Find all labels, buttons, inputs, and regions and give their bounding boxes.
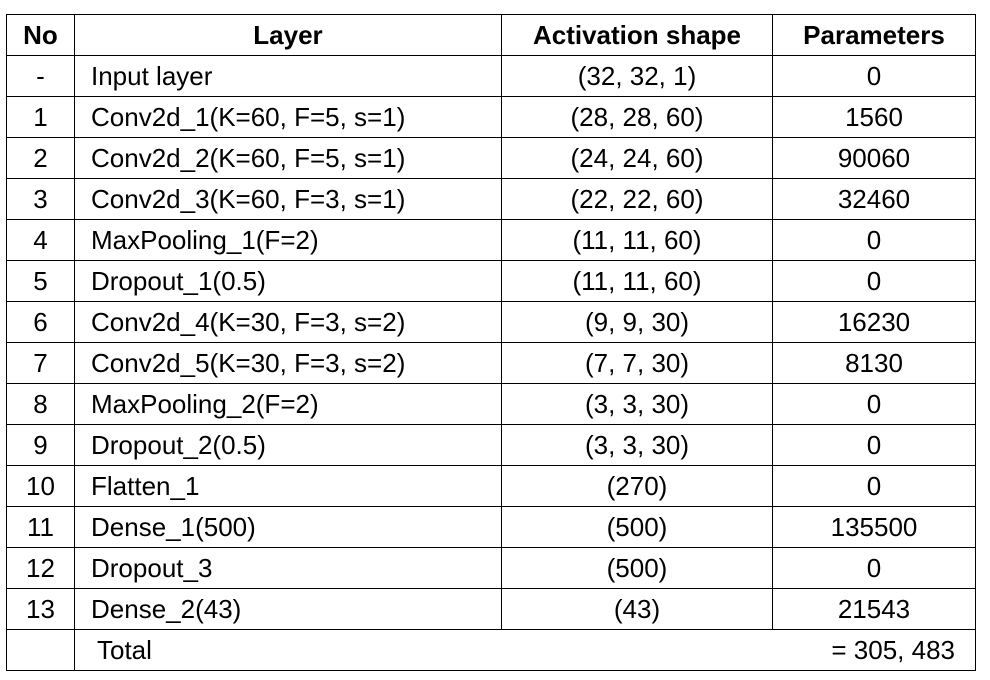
cell-activation-shape: (3, 3, 30) xyxy=(501,424,773,466)
cell-activation-shape: (270) xyxy=(501,465,773,507)
cell-no: - xyxy=(6,55,75,97)
cell-layer: Dropout_1(0.5) xyxy=(74,260,502,302)
table-row: 10 Flatten_1 (270) 0 xyxy=(6,465,976,507)
table-row: 9 Dropout_2(0.5) (3, 3, 30) 0 xyxy=(6,424,976,466)
cell-no: 2 xyxy=(6,137,75,179)
cell-layer: MaxPooling_2(F=2) xyxy=(74,383,502,425)
cell-activation-shape: (500) xyxy=(501,547,773,589)
table-row: 1 Conv2d_1(K=60, F=5, s=1) (28, 28, 60) 156… xyxy=(6,96,976,138)
cell-layer: Flatten_1 xyxy=(74,465,502,507)
cell-layer: Conv2d_5(K=30, F=3, s=2) xyxy=(74,342,502,384)
layer-table-container: No Layer Activation shape Parameters - In… xyxy=(6,14,976,671)
cell-no: 1 xyxy=(6,96,75,138)
cell-parameters: 8130 xyxy=(772,342,976,384)
total-no-cell xyxy=(6,629,75,671)
cell-layer: Dropout_2(0.5) xyxy=(74,424,502,466)
cell-layer: Input layer xyxy=(74,55,502,97)
cell-layer: Dense_1(500) xyxy=(74,506,502,548)
total-row: Total = 305, 483 xyxy=(6,629,976,671)
cell-activation-shape: (11, 11, 60) xyxy=(501,219,773,261)
cell-parameters: 16230 xyxy=(772,301,976,343)
table-row: 4 MaxPooling_1(F=2) (11, 11, 60) 0 xyxy=(6,219,976,261)
table-row: 11 Dense_1(500) (500) 135500 xyxy=(6,506,976,548)
table-row: 3 Conv2d_3(K=60, F=3, s=1) (22, 22, 60) 324… xyxy=(6,178,976,220)
cell-activation-shape: (11, 11, 60) xyxy=(501,260,773,302)
cell-parameters: 21543 xyxy=(772,588,976,630)
header-activation-shape: Activation shape xyxy=(501,14,773,56)
cell-activation-shape: (32, 32, 1) xyxy=(501,55,773,97)
cell-no: 6 xyxy=(6,301,75,343)
cell-activation-shape: (22, 22, 60) xyxy=(501,178,773,220)
cell-layer: Conv2d_1(K=60, F=5, s=1) xyxy=(74,96,502,138)
table-row: 2 Conv2d_2(K=60, F=5, s=1) (24, 24, 60) 900… xyxy=(6,137,976,179)
cell-no: 10 xyxy=(6,465,75,507)
cell-no: 12 xyxy=(6,547,75,589)
layer-table: No Layer Activation shape Parameters - In… xyxy=(6,14,976,671)
cell-layer: MaxPooling_1(F=2) xyxy=(74,219,502,261)
cell-layer: Dense_2(43) xyxy=(74,588,502,630)
table-row: 12 Dropout_3 (500) 0 xyxy=(6,547,976,589)
table-row: 6 Conv2d_4(K=30, F=3, s=2) (9, 9, 30) 16230 xyxy=(6,301,976,343)
cell-parameters: 32460 xyxy=(772,178,976,220)
cell-no: 7 xyxy=(6,342,75,384)
cell-activation-shape: (500) xyxy=(501,506,773,548)
table-row: 13 Dense_2(43) (43) 21543 xyxy=(6,588,976,630)
cell-parameters: 0 xyxy=(772,219,976,261)
cell-activation-shape: (3, 3, 30) xyxy=(501,383,773,425)
cell-layer: Conv2d_3(K=60, F=3, s=1) xyxy=(74,178,502,220)
table-row: - Input layer (32, 32, 1) 0 xyxy=(6,55,976,97)
cell-activation-shape: (9, 9, 30) xyxy=(501,301,773,343)
cell-no: 8 xyxy=(6,383,75,425)
cell-parameters: 135500 xyxy=(772,506,976,548)
cell-no: 13 xyxy=(6,588,75,630)
cell-layer: Conv2d_2(K=60, F=5, s=1) xyxy=(74,137,502,179)
table-body: - Input layer (32, 32, 1) 0 1 Conv2d_1(K=60, … xyxy=(6,55,976,671)
cell-no: 4 xyxy=(6,219,75,261)
cell-activation-shape: (7, 7, 30) xyxy=(501,342,773,384)
cell-layer: Conv2d_4(K=30, F=3, s=2) xyxy=(74,301,502,343)
header-parameters: Parameters xyxy=(772,14,976,56)
header-row: No Layer Activation shape Parameters xyxy=(6,14,976,56)
cell-parameters: 90060 xyxy=(772,137,976,179)
cell-parameters: 1560 xyxy=(772,96,976,138)
cell-no: 5 xyxy=(6,260,75,302)
table-row: 7 Conv2d_5(K=30, F=3, s=2) (7, 7, 30) 8130 xyxy=(6,342,976,384)
cell-parameters: 0 xyxy=(772,465,976,507)
cell-parameters: 0 xyxy=(772,383,976,425)
cell-no: 11 xyxy=(6,506,75,548)
cell-activation-shape: (43) xyxy=(501,588,773,630)
cell-no: 3 xyxy=(6,178,75,220)
cell-parameters: 0 xyxy=(772,55,976,97)
header-layer: Layer xyxy=(74,14,502,56)
header-no: No xyxy=(6,14,75,56)
cell-activation-shape: (24, 24, 60) xyxy=(501,137,773,179)
table-row: 8 MaxPooling_2(F=2) (3, 3, 30) 0 xyxy=(6,383,976,425)
cell-parameters: 0 xyxy=(772,260,976,302)
cell-parameters: 0 xyxy=(772,424,976,466)
cell-no: 9 xyxy=(6,424,75,466)
table-row: 5 Dropout_1(0.5) (11, 11, 60) 0 xyxy=(6,260,976,302)
total-value: = 305, 483 xyxy=(772,629,976,671)
cell-parameters: 0 xyxy=(772,547,976,589)
cell-activation-shape: (28, 28, 60) xyxy=(501,96,773,138)
cell-layer: Dropout_3 xyxy=(74,547,502,589)
total-label: Total xyxy=(74,629,773,671)
